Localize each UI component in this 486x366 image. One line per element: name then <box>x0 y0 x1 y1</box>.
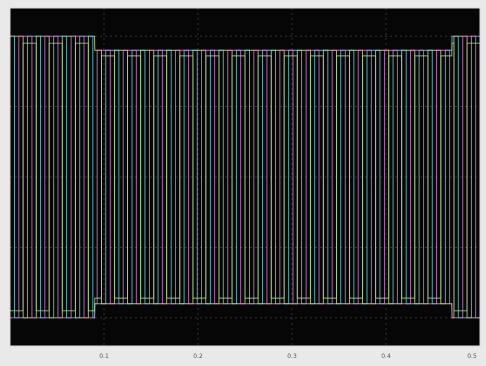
waveform-series <box>10 35 481 319</box>
plot-frame <box>9 7 481 347</box>
x-tick-label: 0.4 <box>381 353 391 360</box>
x-tick-label: 0.3 <box>287 353 297 360</box>
waveform-series-line <box>10 35 480 319</box>
x-tick-label: 0.2 <box>193 353 203 360</box>
x-tick-label: 0.5 <box>467 353 477 360</box>
waveform-series-line <box>10 35 480 319</box>
x-tick-labels: 0.1 0.2 0.3 0.4 0.5 <box>99 353 477 360</box>
waveform-series-line <box>10 42 481 312</box>
x-tick-label: 0.1 <box>99 353 109 360</box>
